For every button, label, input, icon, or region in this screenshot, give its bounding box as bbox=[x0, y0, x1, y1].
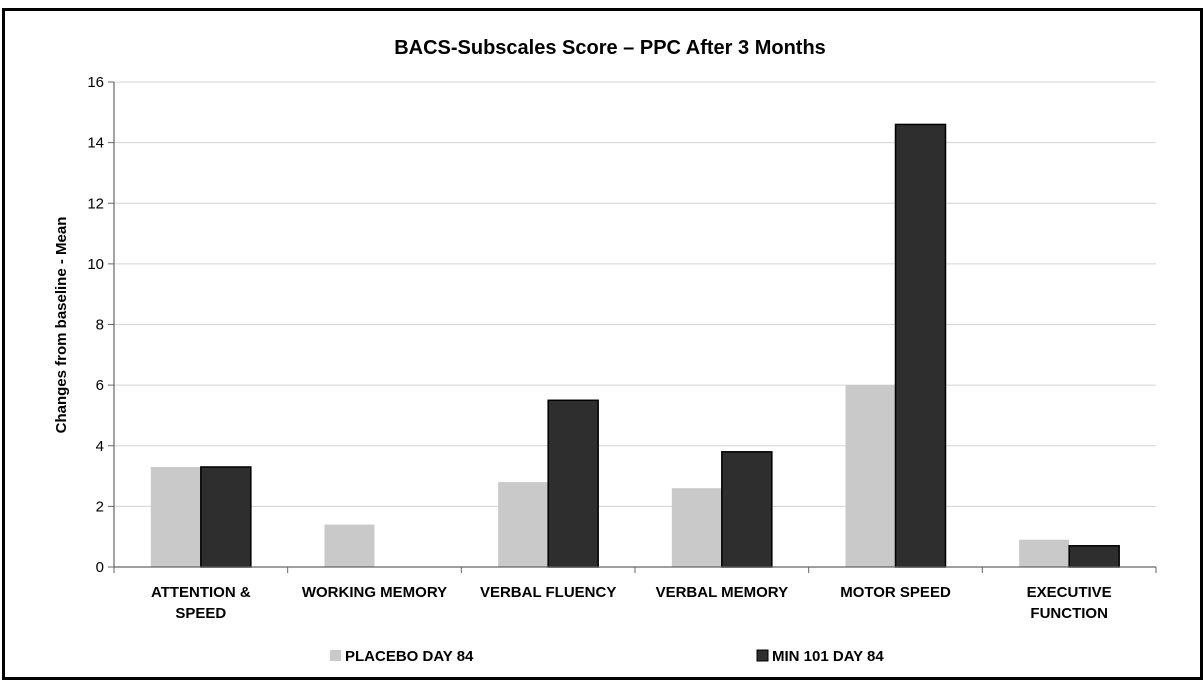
axes bbox=[113, 82, 1157, 573]
x-tick-label: EXECUTIVE FUNCTION bbox=[1027, 584, 1112, 622]
y-tick-label: 16 bbox=[87, 74, 104, 91]
y-tick-label: 14 bbox=[87, 135, 104, 152]
y-tick-label: 12 bbox=[87, 195, 104, 212]
bar-placebo bbox=[1019, 539, 1070, 567]
legend: PLACEBO DAY 84 MIN 101 DAY 84 bbox=[330, 648, 884, 665]
bar-min101 bbox=[721, 451, 773, 568]
bar-min101 bbox=[894, 123, 947, 568]
bar-min101 bbox=[1068, 545, 1120, 568]
x-tick-label: VERBAL FLUENCY bbox=[480, 584, 616, 601]
x-tick-label: WORKING MEMORY bbox=[302, 584, 447, 601]
bar-placebo bbox=[671, 488, 722, 567]
legend-label: MIN 101 DAY 84 bbox=[772, 648, 884, 665]
y-tick-label: 10 bbox=[87, 256, 104, 273]
bar-min101 bbox=[200, 466, 252, 568]
x-tick-label: ATTENTION & SPEED bbox=[151, 584, 251, 622]
bars bbox=[150, 123, 1120, 568]
y-tick-label: 0 bbox=[96, 559, 104, 576]
chart-frame bbox=[2, 8, 1203, 680]
category-labels: ATTENTION & SPEED WORKING MEMORY VERBAL FLU… bbox=[151, 584, 1112, 622]
bar-min101 bbox=[547, 399, 599, 568]
x-tick-label: MOTOR SPEED bbox=[840, 584, 951, 601]
bar-placebo bbox=[498, 482, 549, 567]
bar-placebo bbox=[324, 524, 375, 567]
y-axis-label: Changes from baseline - Mean bbox=[53, 217, 70, 434]
bar-placebo bbox=[845, 385, 896, 567]
chart-title: BACS-Subscales Score – PPC After 3 Month… bbox=[394, 37, 826, 59]
y-tick-label: 8 bbox=[96, 317, 104, 334]
legend-swatch-placebo bbox=[330, 650, 341, 661]
legend-label: PLACEBO DAY 84 bbox=[345, 648, 474, 665]
y-tick-labels: 0 2 4 6 8 10 12 14 16 bbox=[87, 74, 114, 576]
y-tick-label: 4 bbox=[96, 438, 104, 455]
y-tick-label: 2 bbox=[96, 498, 104, 515]
grid-lines bbox=[114, 81, 1156, 507]
legend-swatch-min101 bbox=[756, 649, 769, 662]
x-tick-label: VERBAL MEMORY bbox=[656, 584, 789, 601]
bar-placebo bbox=[150, 466, 201, 567]
y-tick-label: 6 bbox=[96, 377, 104, 394]
